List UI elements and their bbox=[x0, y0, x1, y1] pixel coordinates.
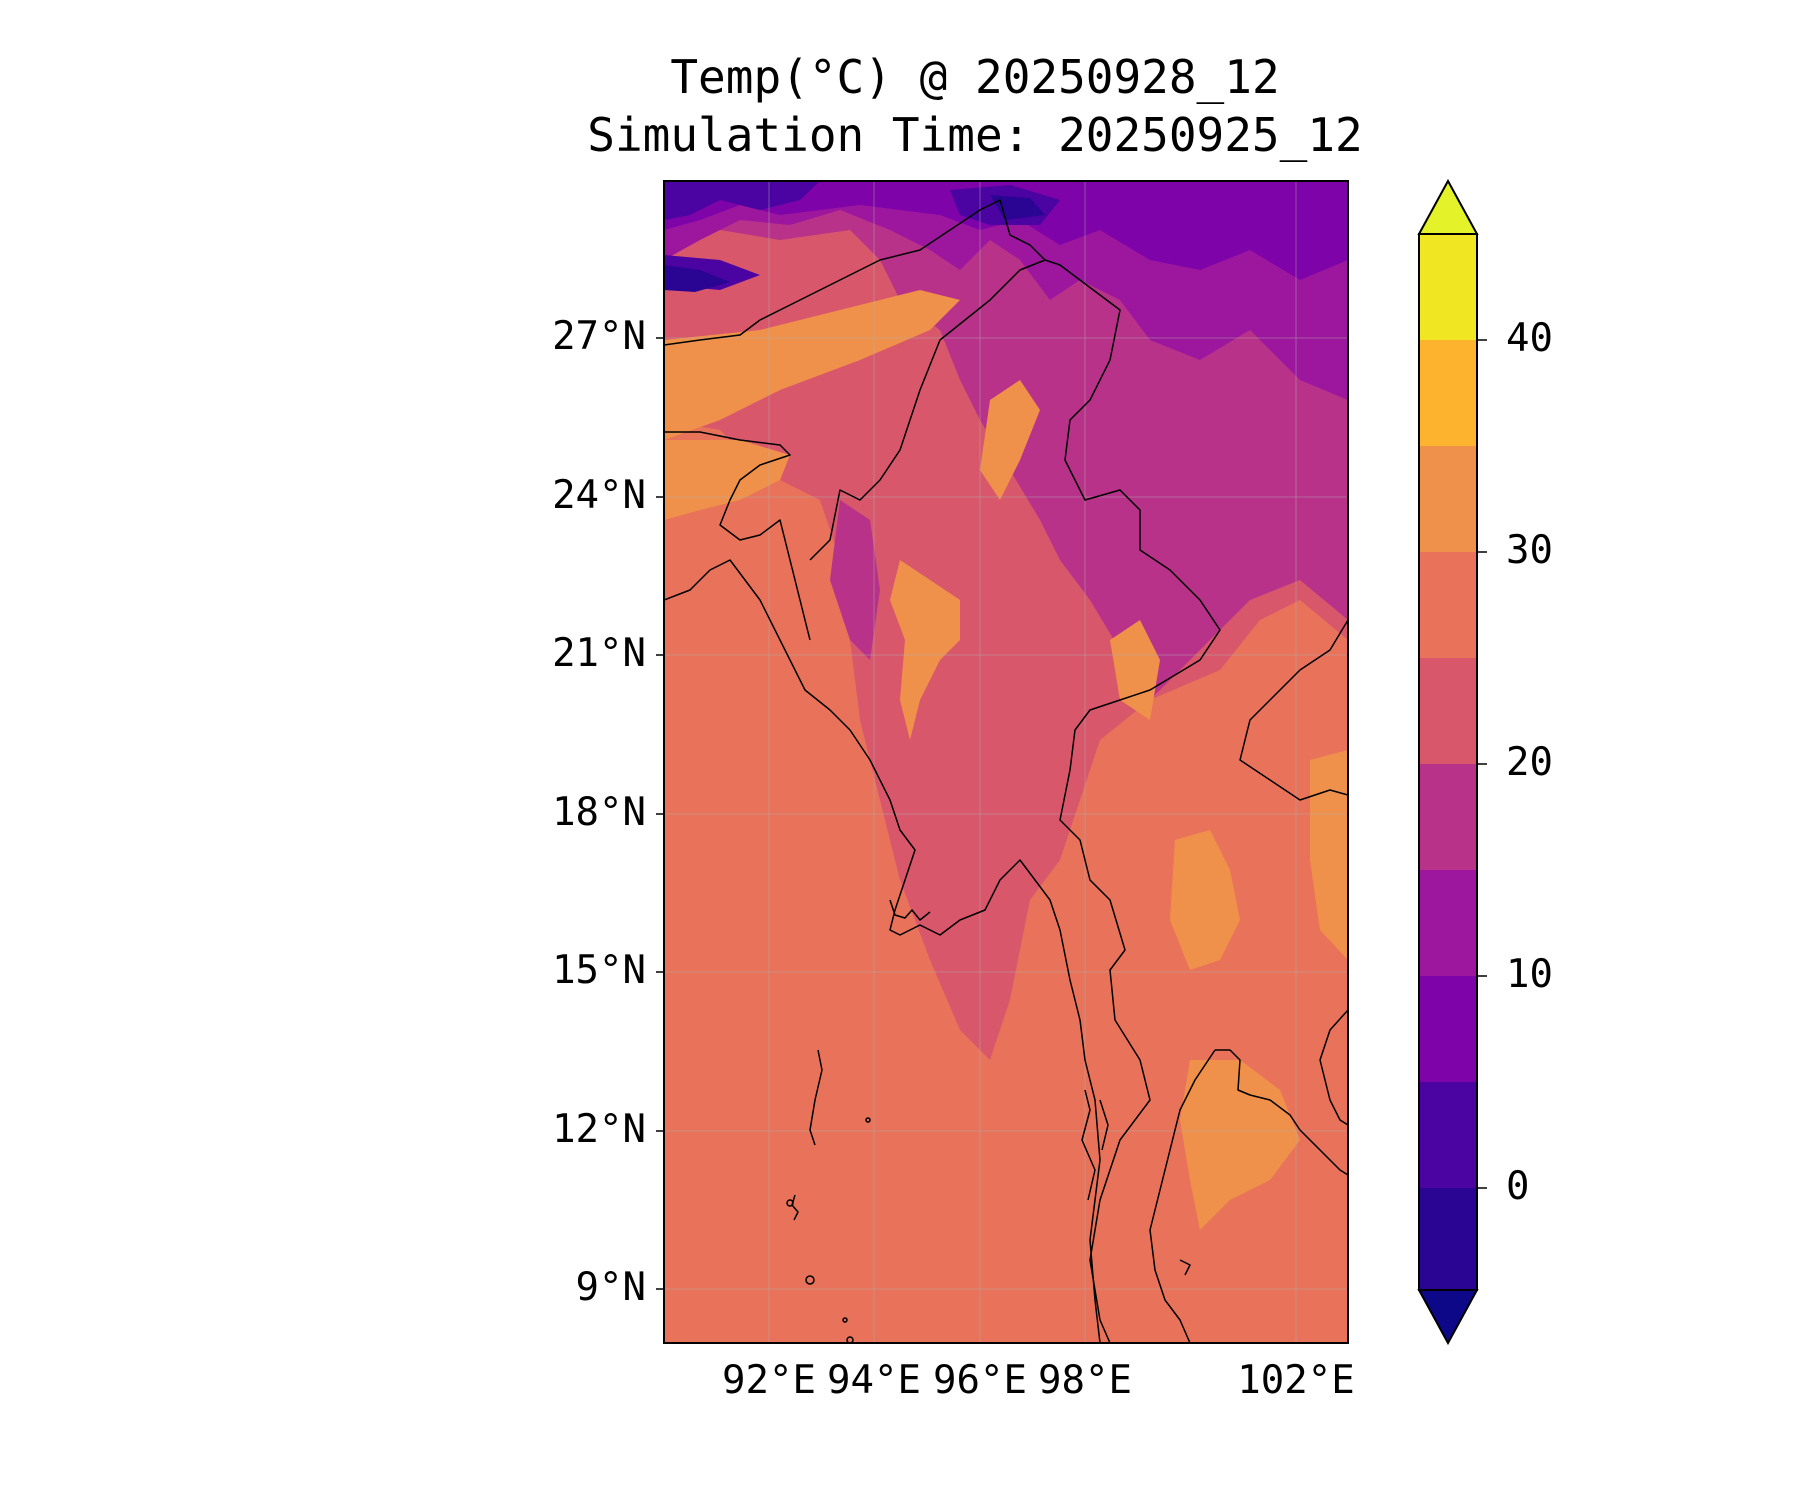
colorbar-band-20-25 bbox=[1419, 658, 1477, 764]
fill-0-5-peaks bbox=[664, 181, 820, 220]
thailand-coastline-south bbox=[1149, 1049, 1216, 1343]
temperature-field bbox=[664, 181, 1348, 1343]
laos-border-2 bbox=[1319, 1009, 1348, 1126]
lon-label-94: 94°E bbox=[827, 1358, 921, 1403]
colorbar-band-25-30 bbox=[1419, 552, 1477, 658]
lon-label-102: 102°E bbox=[1237, 1358, 1355, 1403]
colorbar-band-0-5 bbox=[1419, 1082, 1477, 1188]
fill-15-20-rakhine-hills bbox=[830, 500, 880, 660]
mergui-archipelago-2 bbox=[1099, 1099, 1109, 1151]
thailand-coastline bbox=[1215, 1049, 1348, 1176]
andaman-islands-2 bbox=[791, 1194, 799, 1221]
irrawaddy-delta bbox=[889, 899, 931, 921]
colorbar-band-30-35 bbox=[1419, 446, 1477, 552]
island-dot-5 bbox=[865, 1117, 871, 1123]
fill-below-0-peaks bbox=[664, 265, 730, 292]
lat-label-24: 24°N bbox=[552, 473, 646, 518]
gulf-islands bbox=[1179, 1259, 1191, 1276]
island-dot-3 bbox=[846, 1336, 854, 1343]
colorbar bbox=[1417, 178, 1487, 1346]
andaman-islands bbox=[809, 1049, 823, 1146]
island-dot bbox=[805, 1275, 815, 1285]
chart-subtitle: Simulation Time: 20250925_12 bbox=[587, 108, 1363, 162]
lon-label-96: 96°E bbox=[933, 1358, 1027, 1403]
colorbar-label-10: 10 bbox=[1506, 952, 1553, 997]
bangladesh-border bbox=[664, 431, 811, 641]
lat-label-15: 15°N bbox=[552, 948, 646, 993]
myanmar-west-border bbox=[809, 259, 1046, 561]
laos-border bbox=[1239, 619, 1348, 801]
colorbar-label-30: 30 bbox=[1506, 528, 1553, 573]
colorbar-band-40-45 bbox=[1419, 234, 1477, 340]
fill-5-10-himalaya bbox=[664, 181, 1348, 280]
colorbar-band-10-15 bbox=[1419, 870, 1477, 976]
chart-title: Temp(°C) @ 20250928_12 bbox=[670, 50, 1280, 104]
fill-30-35-thailand-north bbox=[1170, 830, 1240, 970]
boundaries bbox=[664, 199, 1348, 1343]
fill-30-35-laos bbox=[1310, 750, 1348, 960]
colorbar-frame bbox=[1418, 233, 1478, 1291]
colorbar-band-m5-0 bbox=[1419, 1188, 1477, 1290]
fill-30-35-bengal bbox=[664, 440, 790, 520]
lat-label-21: 21°N bbox=[552, 631, 646, 676]
colorbar-band-5-10 bbox=[1419, 976, 1477, 1082]
colorbar-band-35-40 bbox=[1419, 340, 1477, 446]
fill-30-35-brahmaputra bbox=[664, 290, 960, 440]
colorbar-tick-marks bbox=[1477, 339, 1487, 1189]
island-dot-2 bbox=[786, 1199, 794, 1207]
lat-label-9: 9°N bbox=[575, 1265, 646, 1310]
lon-label-98: 98°E bbox=[1038, 1358, 1132, 1403]
colorbar-label-20: 20 bbox=[1506, 740, 1553, 785]
colorbar-label-40: 40 bbox=[1506, 316, 1553, 361]
fill-30-35-central-thailand-2 bbox=[1110, 620, 1160, 720]
fill-30-35-chindwin bbox=[980, 380, 1040, 500]
lon-label-92: 92°E bbox=[722, 1358, 816, 1403]
map-frame bbox=[663, 180, 1349, 1344]
colorbar-extend-max bbox=[1417, 178, 1479, 235]
lat-tick-marks bbox=[656, 337, 664, 1290]
fill-30-35-thailand-central bbox=[1180, 1060, 1300, 1230]
island-dot-4 bbox=[842, 1317, 848, 1323]
colorbar-band-15-20 bbox=[1419, 764, 1477, 870]
lat-label-27: 27°N bbox=[552, 314, 646, 359]
colorbar-label-0: 0 bbox=[1506, 1164, 1530, 1209]
bay-coastline bbox=[664, 559, 1101, 1343]
fill-30-35-central-dry-zone bbox=[890, 560, 960, 740]
india-border bbox=[664, 199, 1046, 346]
colorbar-extend-min bbox=[1417, 1289, 1479, 1346]
mergui-archipelago bbox=[1081, 1089, 1096, 1201]
lat-label-12: 12°N bbox=[552, 1107, 646, 1152]
myanmar-border bbox=[1044, 259, 1221, 1343]
graticule bbox=[664, 181, 1348, 1343]
lat-label-18: 18°N bbox=[552, 790, 646, 835]
